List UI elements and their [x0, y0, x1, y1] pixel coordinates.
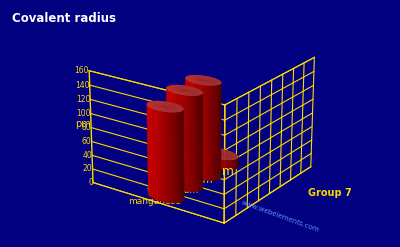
Text: Covalent radius: Covalent radius — [12, 12, 116, 25]
Text: www.webelements.com: www.webelements.com — [240, 199, 320, 233]
